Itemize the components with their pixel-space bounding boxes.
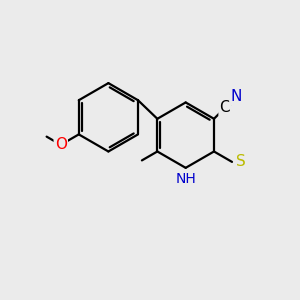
Text: O: O [55, 137, 67, 152]
Text: S: S [236, 154, 245, 169]
Text: NH: NH [175, 172, 196, 186]
Text: N: N [230, 89, 242, 104]
Text: C: C [220, 100, 230, 116]
